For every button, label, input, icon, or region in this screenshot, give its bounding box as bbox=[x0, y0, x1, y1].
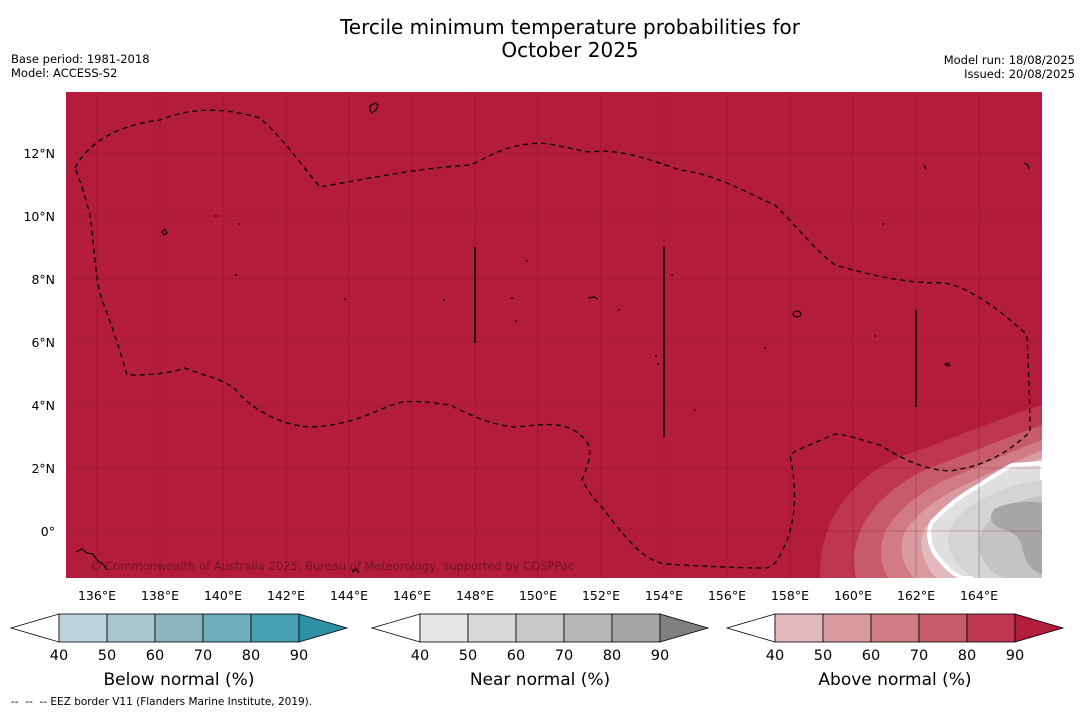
lat-label: 12°N bbox=[23, 146, 55, 161]
legend-tick-label: 40 bbox=[766, 648, 784, 664]
base-period: Base period: 1981-2018 bbox=[11, 52, 150, 66]
island bbox=[792, 310, 802, 318]
lon-label: 152°E bbox=[582, 588, 620, 603]
lon-label: 146°E bbox=[393, 588, 431, 603]
island bbox=[75, 548, 108, 571]
island-outlines bbox=[75, 102, 1030, 574]
legend-tick-label: 80 bbox=[603, 648, 621, 664]
legend-2: 40 50 60 70 80 90 Near normal (%) bbox=[370, 613, 710, 690]
legend-tick-label: 50 bbox=[459, 648, 477, 664]
lon-label: 140°E bbox=[204, 588, 242, 603]
island bbox=[943, 362, 952, 367]
legend-swatch bbox=[870, 613, 920, 643]
legend-upper-tip bbox=[659, 613, 710, 643]
lon-label: 142°E bbox=[267, 588, 305, 603]
copyright-text: © Commonwealth of Australia 2025, Bureau… bbox=[90, 559, 574, 573]
legend-tick-label: 60 bbox=[146, 648, 164, 664]
lon-label: 162°E bbox=[897, 588, 935, 603]
legend-swatch bbox=[106, 613, 156, 643]
lon-label: 160°E bbox=[834, 588, 872, 603]
near-80-zone bbox=[991, 501, 1042, 574]
legend-swatch bbox=[467, 613, 517, 643]
longitude-labels: 136°E 138°E 140°E 142°E 144°E 146°E 148°… bbox=[78, 588, 998, 603]
lon-label: 148°E bbox=[456, 588, 494, 603]
legend-swatch bbox=[822, 613, 872, 643]
legend-lower-tip bbox=[725, 613, 776, 643]
legend-1: 40 50 60 70 80 90 Below normal (%) bbox=[9, 613, 349, 690]
legend-swatch bbox=[515, 613, 565, 643]
legend-tick-label: 90 bbox=[1006, 648, 1024, 664]
legend-lower-tip bbox=[370, 613, 421, 643]
title-line-2: October 2025 bbox=[501, 38, 639, 62]
legend-title: Below normal (%) bbox=[104, 670, 255, 690]
island bbox=[161, 228, 168, 236]
legend-tick-label: 80 bbox=[958, 648, 976, 664]
legend-swatch bbox=[611, 613, 661, 643]
colorbar-legends: 40 50 60 70 80 90 Below normal (%) 40 50 60 70 80 90… bbox=[9, 613, 1065, 690]
island bbox=[351, 568, 360, 574]
legend-3: 40 50 60 70 80 90 Above normal (%) bbox=[725, 613, 1065, 690]
map-title: Tercile minimum temperature probabilitie… bbox=[270, 16, 870, 62]
legend-title: Above normal (%) bbox=[818, 670, 971, 690]
legend-tick-label: 80 bbox=[242, 648, 260, 664]
eez-footnote: -- -- -- EEZ border V11 (Flanders Marine… bbox=[11, 696, 313, 708]
legend-tick-label: 50 bbox=[814, 648, 832, 664]
lon-label: 154°E bbox=[645, 588, 683, 603]
legend-tick-label: 90 bbox=[290, 648, 308, 664]
model-name: Model: ACCESS-S2 bbox=[11, 66, 118, 80]
island bbox=[587, 296, 599, 300]
lon-label: 150°E bbox=[519, 588, 557, 603]
legend-tick-label: 50 bbox=[98, 648, 116, 664]
lat-label: 4°N bbox=[31, 398, 55, 413]
boundary-lines bbox=[474, 247, 917, 437]
legend-upper-tip bbox=[1014, 613, 1065, 643]
legend-tick-label: 60 bbox=[862, 648, 880, 664]
lat-label: 6°N bbox=[31, 335, 55, 350]
run-info: Model run: 18/08/2025 Issued: 20/08/2025 bbox=[944, 53, 1075, 81]
legend-tick-label: 90 bbox=[651, 648, 669, 664]
legend-swatch bbox=[250, 613, 300, 643]
legend-swatch bbox=[419, 613, 469, 643]
legend-tick-label: 60 bbox=[507, 648, 525, 664]
legend-swatch bbox=[774, 613, 824, 643]
legend-tick-label: 40 bbox=[50, 648, 68, 664]
lat-label: 8°N bbox=[31, 272, 55, 287]
latitude-labels: 12°N 10°N 8°N 6°N 4°N 2°N 0° bbox=[23, 146, 55, 539]
legend-upper-tip bbox=[298, 613, 349, 643]
title-line-1: Tercile minimum temperature probabilitie… bbox=[339, 15, 801, 39]
lon-label: 136°E bbox=[78, 588, 116, 603]
lon-label: 138°E bbox=[141, 588, 179, 603]
legend-title: Near normal (%) bbox=[470, 670, 610, 690]
legend-swatch bbox=[918, 613, 968, 643]
island bbox=[369, 102, 379, 114]
eez-border bbox=[74, 109, 1031, 569]
legend-tick-label: 70 bbox=[910, 648, 928, 664]
lat-label: 0° bbox=[41, 524, 55, 539]
issued-date: Issued: 20/08/2025 bbox=[964, 67, 1075, 81]
legend-tick-label: 40 bbox=[411, 648, 429, 664]
island-dots bbox=[215, 215, 884, 411]
legend-swatch bbox=[563, 613, 613, 643]
base-info: Base period: 1981-2018 Model: ACCESS-S2 bbox=[11, 52, 150, 80]
lat-label: 2°N bbox=[31, 461, 55, 476]
lon-label: 144°E bbox=[330, 588, 368, 603]
island bbox=[1023, 162, 1030, 170]
legend-tick-label: 70 bbox=[194, 648, 212, 664]
lon-label: 164°E bbox=[960, 588, 998, 603]
legend-swatch bbox=[58, 613, 108, 643]
model-run-date: Model run: 18/08/2025 bbox=[943, 53, 1075, 67]
legend-swatch bbox=[966, 613, 1016, 643]
legend-lower-tip bbox=[9, 613, 60, 643]
lat-label: 10°N bbox=[23, 209, 55, 224]
legend-tick-label: 70 bbox=[555, 648, 573, 664]
lon-label: 156°E bbox=[708, 588, 746, 603]
gridlines bbox=[66, 92, 1042, 578]
legend-swatch bbox=[202, 613, 252, 643]
island bbox=[923, 164, 927, 170]
legend-swatch bbox=[154, 613, 204, 643]
probability-contours bbox=[820, 405, 1042, 578]
lon-label: 158°E bbox=[771, 588, 809, 603]
